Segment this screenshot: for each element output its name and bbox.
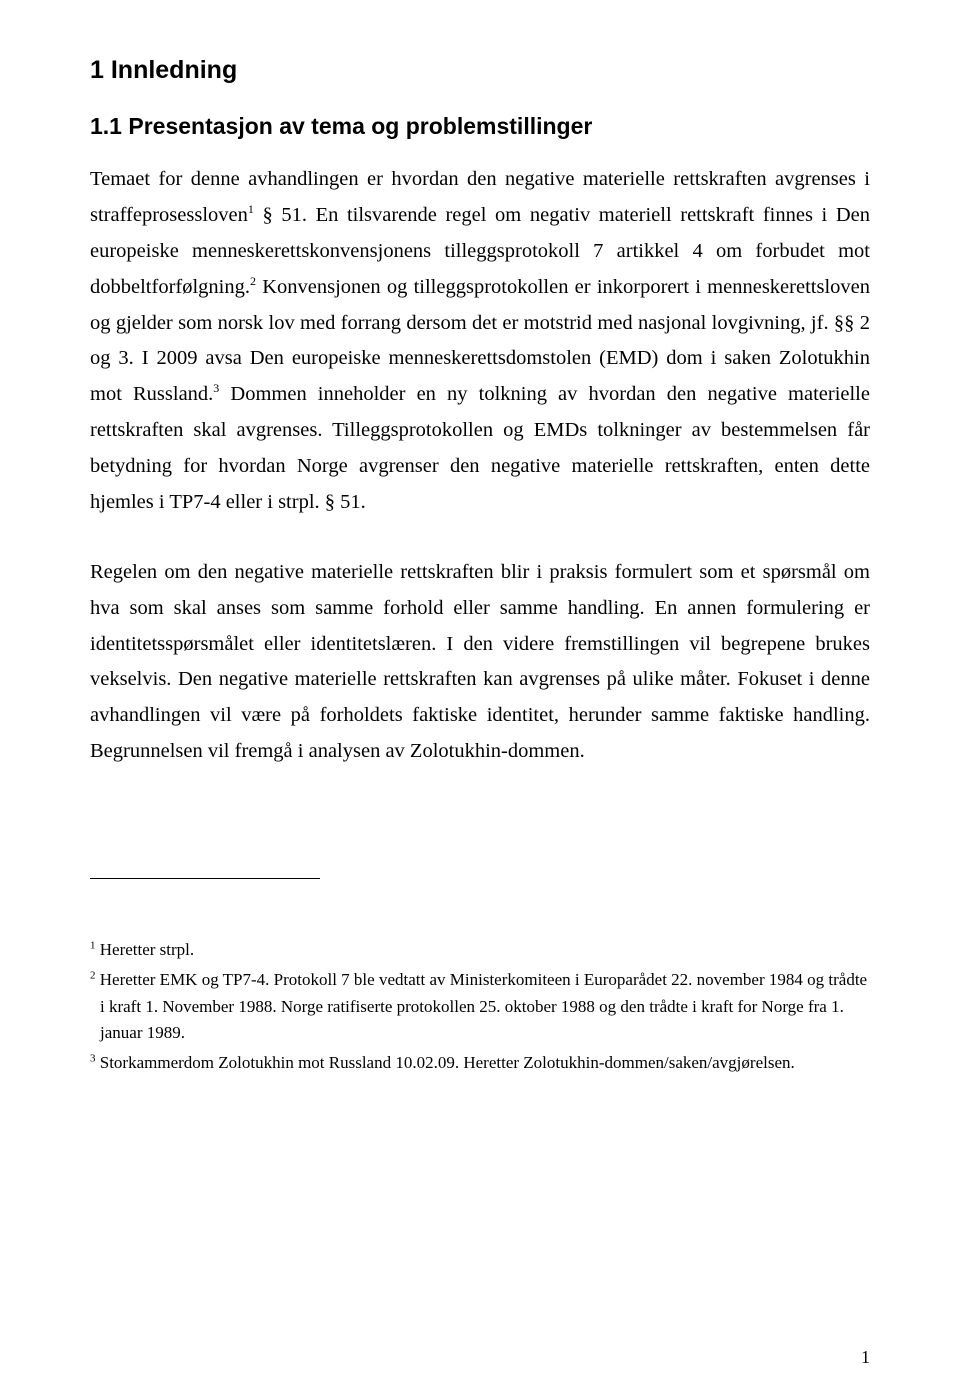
footnote-text: Heretter EMK og TP7-4. Protokoll 7 ble v…: [96, 970, 868, 1042]
footnote-2: 2 Heretter EMK og TP7-4. Protokoll 7 ble…: [90, 967, 870, 1046]
footnotes-block: 1 Heretter strpl. 2 Heretter EMK og TP7-…: [90, 937, 870, 1077]
footnote-3: 3 Storkammerdom Zolotukhin mot Russland …: [90, 1050, 870, 1076]
heading-level-1: 1 Innledning: [90, 56, 870, 85]
paragraph-2: Regelen om den negative materielle retts…: [90, 555, 870, 770]
paragraph-1: Temaet for denne avhandlingen er hvordan…: [90, 162, 870, 521]
footnote-1: 1 Heretter strpl.: [90, 937, 870, 963]
page-number: 1: [861, 1347, 870, 1368]
footnote-text: Storkammerdom Zolotukhin mot Russland 10…: [96, 1053, 795, 1072]
heading-level-2: 1.1 Presentasjon av tema og problemstill…: [90, 113, 870, 140]
footnote-text: Heretter strpl.: [96, 940, 195, 959]
footnote-separator: [90, 878, 320, 879]
